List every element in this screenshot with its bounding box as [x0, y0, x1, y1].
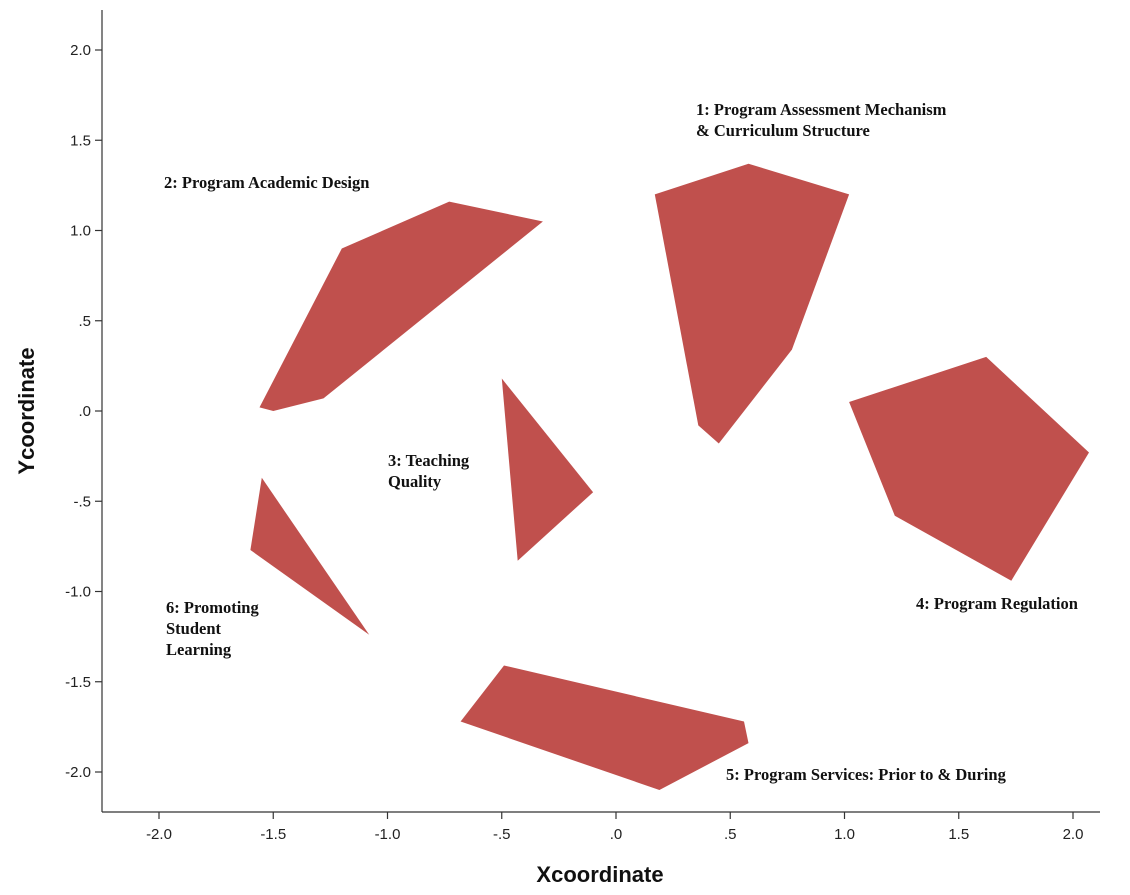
- cluster-6-label: 6: Promoting Student Learning: [166, 598, 259, 659]
- cluster-5-polygon: [460, 665, 749, 790]
- cluster-2-label-line: 2: Program Academic Design: [164, 173, 369, 192]
- y-tick-label: -2.0: [65, 764, 91, 781]
- y-axis-ticks: 2.0 1.5 1.0 .5 .0 -.5 -1.0 -1.5 -2.0: [65, 42, 102, 781]
- cluster-6-label-line: Learning: [166, 640, 232, 659]
- y-tick-label: 1.0: [70, 223, 91, 240]
- cluster-2-label: 2: Program Academic Design: [164, 173, 369, 192]
- y-tick-label: .5: [78, 313, 91, 330]
- cluster-4-label-line: 4: Program Regulation: [916, 594, 1078, 613]
- x-tick-label: 1.0: [834, 826, 855, 843]
- x-tick-label: .0: [610, 826, 623, 843]
- cluster-6-label-line: Student: [166, 619, 222, 638]
- cluster-1-polygon: [654, 163, 850, 444]
- cluster-2-polygon: [259, 201, 543, 411]
- x-axis-ticks: -2.0 -1.5 -1.0 -.5 .0 .5 1.0 1.5 2.0: [146, 812, 1083, 843]
- cluster-1-label: 1: Program Assessment Mechanism & Curricu…: [696, 100, 947, 140]
- y-tick-label: 1.5: [70, 132, 91, 149]
- cluster-6-label-line: 6: Promoting: [166, 598, 259, 617]
- x-tick-label: 2.0: [1063, 826, 1084, 843]
- x-tick-label: .5: [724, 826, 737, 843]
- y-tick-label: -.5: [73, 493, 91, 510]
- y-tick-label: 2.0: [70, 42, 91, 59]
- cluster-3-label: 3: Teaching Quality: [388, 451, 470, 491]
- y-tick-label: -1.5: [65, 674, 91, 691]
- y-axis-title: Ycoordinate: [14, 347, 39, 474]
- cluster-5-label: 5: Program Services: Prior to & During: [726, 765, 1007, 784]
- cluster-4-label: 4: Program Regulation: [916, 594, 1078, 613]
- x-tick-label: -.5: [493, 826, 511, 843]
- cluster-polygons: [250, 163, 1089, 790]
- cluster-1-label-line: & Curriculum Structure: [696, 121, 870, 140]
- x-axis-title: Xcoordinate: [536, 862, 663, 887]
- cluster-3-label-line: 3: Teaching: [388, 451, 470, 470]
- x-tick-label: 1.5: [948, 826, 969, 843]
- x-tick-label: -2.0: [146, 826, 172, 843]
- cluster-5-label-line: 5: Program Services: Prior to & During: [726, 765, 1007, 784]
- x-tick-label: -1.5: [260, 826, 286, 843]
- cluster-labels: 1: Program Assessment Mechanism & Curricu…: [164, 100, 1078, 784]
- y-tick-label: .0: [78, 403, 91, 420]
- cluster-4-polygon: [849, 356, 1089, 581]
- x-tick-label: -1.0: [375, 826, 401, 843]
- cluster-3-label-line: Quality: [388, 472, 442, 491]
- cluster-1-label-line: 1: Program Assessment Mechanism: [696, 100, 947, 119]
- y-tick-label: -1.0: [65, 584, 91, 601]
- cluster-3-polygon: [501, 378, 594, 561]
- cluster-6-polygon: [250, 477, 370, 635]
